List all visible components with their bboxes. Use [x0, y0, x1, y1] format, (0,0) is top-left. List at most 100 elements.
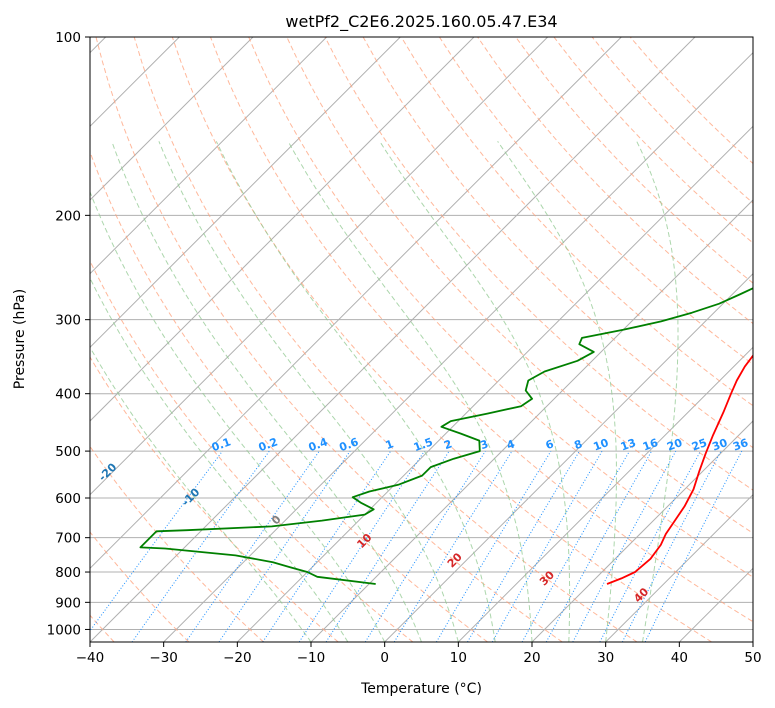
dry-adiabat-line [553, 37, 753, 244]
x-tick-label: −20 [223, 650, 252, 666]
mixing-ratio-line [218, 450, 351, 642]
isotherm-line [163, 51, 753, 642]
isotherm-line [384, 272, 753, 642]
mixing-ratio-line [90, 450, 223, 632]
moist-adiabat-line [158, 141, 459, 642]
dry-adiabat-line [90, 531, 190, 642]
dry-adiabat-line [90, 445, 264, 642]
isotherm-line [236, 125, 753, 642]
mixing-ratio-label: 8 [572, 437, 584, 452]
x-tick-label: −40 [76, 650, 105, 666]
isotherm-line [457, 346, 753, 642]
x-tick-label: 30 [597, 650, 614, 666]
isotherm-line [90, 37, 475, 422]
mixing-ratio-line [545, 450, 653, 642]
x-tick-label: 40 [671, 650, 688, 666]
isotherm-line [90, 37, 401, 349]
dry-adiabat-line [324, 37, 753, 491]
mixing-ratio-label: 30 [710, 436, 729, 454]
series-layer [139, 287, 753, 585]
plot-frame [89, 36, 754, 643]
isotherm-line [90, 37, 549, 496]
moist-adiabat-line [497, 141, 617, 642]
dry-adiabat-label: 20 [445, 550, 465, 570]
moist-adiabat-line [287, 141, 533, 642]
plot-area [90, 37, 753, 642]
mixing-ratio-label: 16 [641, 436, 660, 454]
isotherm-line [605, 493, 753, 642]
dry-adiabat-label: 10 [354, 531, 374, 551]
dry-adiabat-line [171, 37, 712, 642]
mixing-ratio-label: 0.4 [307, 435, 330, 454]
mixing-ratio-label: 0.2 [257, 435, 280, 454]
dry-adiabat-label: -20 [96, 460, 119, 483]
mixing-ratio-label: 1.5 [412, 435, 435, 454]
mixing-ratio-label: 6 [544, 437, 556, 452]
y-tick-label: 800 [55, 565, 81, 581]
dry-adiabat-line [90, 259, 414, 642]
mixing-ratio-label: 3 [478, 437, 490, 452]
x-axis: −40 −30 −20 −10 0 10 20 30 40 50 [76, 642, 762, 666]
x-tick-label: 20 [523, 650, 540, 666]
dry-adiabat-line [90, 356, 339, 642]
dry-adiabat-line [515, 37, 753, 284]
x-tick-label: 50 [744, 650, 761, 666]
mixing-ratio-label: 25 [690, 436, 709, 453]
chart-title: wetPf2_C2E6.2025.160.05.47.E34 [285, 12, 557, 32]
mixing-ratio-line [131, 450, 270, 642]
y-tick-label: 600 [55, 491, 81, 507]
line-labels: 0.1 0.2 0.4 0.6 1 1.5 2 3 4 6 8 10 13 16 20 25 30 36-20-1… [96, 435, 750, 605]
isotherm-line [678, 567, 753, 642]
y-tick-label: 100 [55, 30, 81, 46]
mixing-ratio-line [262, 450, 392, 642]
mixing-ratio-line [644, 450, 743, 642]
moist-adiabat-line [636, 141, 679, 642]
mixing-ratio-label: 13 [619, 436, 638, 453]
mixing-ratio-line [599, 450, 701, 642]
isotherm-line [90, 37, 696, 642]
isotherm-line [90, 37, 328, 275]
dry-adiabat-line [591, 37, 753, 204]
mixing-ratio-line [621, 450, 722, 642]
y-axis-label: Pressure (hPa) [12, 289, 28, 389]
y-axis: 100 200 300 400 500 600 700 800 900 1000 [47, 30, 90, 638]
isotherm-line [531, 420, 753, 642]
mixing-ratio-line [298, 450, 425, 642]
mixing-ratio-label: 4 [505, 437, 517, 452]
mixing-ratio-label: 0.1 [210, 435, 233, 454]
x-axis-label: Temperature (°C) [360, 681, 482, 697]
temperature-profile-line [606, 354, 753, 585]
moist-adiabat-line [111, 141, 422, 642]
y-tick-label: 300 [55, 313, 81, 329]
isotherm-line [90, 37, 254, 201]
dewpoint-profile-line [139, 287, 753, 585]
dry-adiabat-line [438, 37, 753, 366]
mixing-ratio-label: 2 [442, 437, 454, 452]
y-tick-label: 900 [55, 595, 81, 611]
dry-adiabat-line [133, 37, 638, 642]
x-tick-label: −30 [149, 650, 178, 666]
moist-adiabat-line [215, 141, 496, 642]
y-tick-label: 200 [55, 208, 81, 224]
mixing-ratio-line [467, 450, 580, 642]
mixing-ratio-label: 10 [592, 436, 611, 454]
y-tick-label: 700 [55, 531, 81, 547]
mixing-ratio-label: 0.6 [338, 435, 361, 454]
x-tick-label: 10 [450, 650, 467, 666]
dry-adiabat-line [400, 37, 753, 407]
isotherm-line [90, 37, 622, 570]
x-tick-label: 0 [380, 650, 389, 666]
mixing-ratio-label: 1 [384, 437, 396, 452]
mixing-ratio-label: 20 [665, 436, 684, 454]
x-tick-label: −10 [297, 650, 326, 666]
dry-adiabat-line [248, 37, 753, 578]
mixing-ratio-line [364, 450, 486, 642]
mixing-ratio-line [393, 450, 513, 642]
y-tick-label: 400 [55, 387, 81, 403]
mixing-ratio-line [325, 450, 450, 642]
moist-adiabat-line [379, 141, 571, 642]
moist-adiabat-line [90, 346, 312, 642]
dry-adiabat-label: 30 [537, 568, 557, 588]
y-tick-label: 500 [55, 444, 81, 460]
dry-adiabat-line [90, 150, 488, 642]
